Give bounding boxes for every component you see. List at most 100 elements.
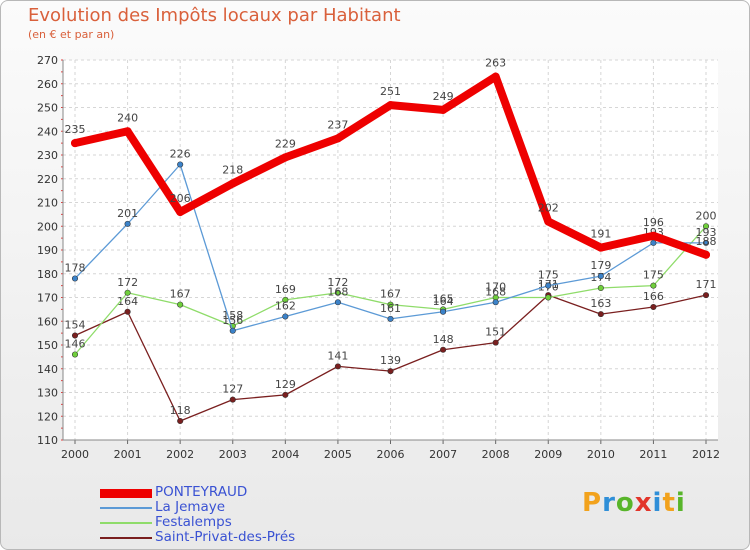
data-label: 191 xyxy=(590,228,611,241)
data-point xyxy=(596,243,605,252)
legend-swatch xyxy=(100,507,152,509)
data-point xyxy=(702,223,710,230)
x-tick-label: 2000 xyxy=(61,448,89,461)
data-point xyxy=(545,294,552,301)
x-tick-label: 2007 xyxy=(429,448,457,461)
x-tick-label: 2002 xyxy=(166,448,194,461)
data-point xyxy=(492,339,499,346)
data-point xyxy=(334,289,341,296)
brand-letter: P xyxy=(582,488,603,518)
data-point xyxy=(597,311,604,318)
data-point xyxy=(71,332,79,339)
data-label: 154 xyxy=(65,319,86,332)
data-point xyxy=(177,417,184,425)
x-tick-label: 2005 xyxy=(324,448,352,461)
data-point xyxy=(333,134,342,143)
data-label: 172 xyxy=(117,276,138,289)
data-point xyxy=(440,346,447,353)
legend-label: PONTEYRAUD xyxy=(155,484,248,500)
data-point xyxy=(492,299,499,306)
legend-swatch xyxy=(100,489,152,498)
legend-swatch xyxy=(100,537,152,539)
data-label: 179 xyxy=(590,259,611,272)
y-tick-label: 160 xyxy=(37,315,58,328)
legend-label: La Jemaye xyxy=(155,499,226,515)
data-point xyxy=(387,368,394,375)
y-tick-label: 130 xyxy=(37,387,58,400)
data-point xyxy=(702,292,710,299)
data-label: 169 xyxy=(275,283,296,296)
data-point xyxy=(124,289,131,296)
data-label: 139 xyxy=(380,354,401,367)
x-tick-label: 2011 xyxy=(639,448,667,461)
data-label: 172 xyxy=(327,276,348,289)
data-label: 251 xyxy=(380,85,401,98)
data-point xyxy=(229,327,236,334)
data-point xyxy=(281,153,290,162)
data-label: 178 xyxy=(65,262,86,275)
data-point xyxy=(123,127,132,136)
y-tick-label: 230 xyxy=(37,149,58,162)
data-label: 229 xyxy=(275,137,296,150)
data-label: 202 xyxy=(538,202,559,215)
y-tick-label: 220 xyxy=(37,173,58,186)
data-point xyxy=(650,303,657,311)
y-tick-label: 270 xyxy=(37,54,58,67)
y-tick-label: 210 xyxy=(37,197,58,210)
data-label: 175 xyxy=(538,269,559,282)
x-tick-label: 2003 xyxy=(219,448,247,461)
data-point xyxy=(440,308,447,315)
data-label: 263 xyxy=(485,57,506,70)
data-label: 168 xyxy=(327,285,348,298)
data-label: 201 xyxy=(117,207,138,220)
y-tick-label: 150 xyxy=(37,339,58,352)
data-point xyxy=(650,239,657,246)
data-label: 188 xyxy=(696,235,717,248)
x-tick-label: 2006 xyxy=(377,448,405,461)
y-tick-label: 200 xyxy=(37,220,58,233)
x-tick-label: 2008 xyxy=(482,448,510,461)
data-point xyxy=(177,161,184,168)
data-label: 146 xyxy=(65,338,86,351)
x-tick-label: 2001 xyxy=(114,448,142,461)
legend-label: Festalemps xyxy=(155,514,232,530)
y-tick-label: 180 xyxy=(37,268,58,281)
series-festalemps: 146172167158169172167165170170174175200 xyxy=(65,209,717,358)
data-label: 165 xyxy=(433,292,454,305)
x-tick-label: 2010 xyxy=(587,448,615,461)
series-la-jemaye: 178201226156162168161164168175179193193 xyxy=(65,148,717,334)
data-point xyxy=(282,391,289,398)
data-label: 156 xyxy=(222,314,243,327)
data-point xyxy=(228,179,237,188)
data-point xyxy=(229,396,236,403)
data-point xyxy=(176,208,185,216)
brand-logo: Proxiti xyxy=(582,488,686,518)
data-point xyxy=(702,250,710,259)
brand-letter: t xyxy=(662,488,676,518)
data-point xyxy=(491,72,500,81)
data-label: 163 xyxy=(590,297,611,310)
y-tick-label: 190 xyxy=(37,244,58,257)
data-label: 170 xyxy=(485,281,506,294)
data-label: 237 xyxy=(327,118,348,131)
brand-letter: o xyxy=(615,488,635,518)
data-label: 148 xyxy=(433,333,454,346)
y-tick-label: 250 xyxy=(37,102,58,115)
data-label: 240 xyxy=(117,111,138,124)
chart-subtitle: (en € et par an) xyxy=(28,28,115,41)
brand-letter: i xyxy=(652,488,663,518)
data-point xyxy=(439,105,448,114)
data-point xyxy=(545,282,552,289)
data-label: 162 xyxy=(275,300,296,313)
data-label: 167 xyxy=(380,288,401,301)
y-tick-label: 170 xyxy=(37,292,58,305)
data-label: 175 xyxy=(643,269,664,282)
data-label: 206 xyxy=(170,192,191,205)
chart-title: Evolution des Impôts locaux par Habitant xyxy=(28,5,401,26)
data-point xyxy=(386,101,395,110)
series-ponteyraud: 235 240 206 218 229 237 251 249 263 202 191 196 188 xyxy=(65,57,717,259)
y-tick-label: 120 xyxy=(37,410,58,423)
data-label: 151 xyxy=(485,326,506,339)
data-point xyxy=(650,282,657,289)
data-point xyxy=(71,351,79,358)
